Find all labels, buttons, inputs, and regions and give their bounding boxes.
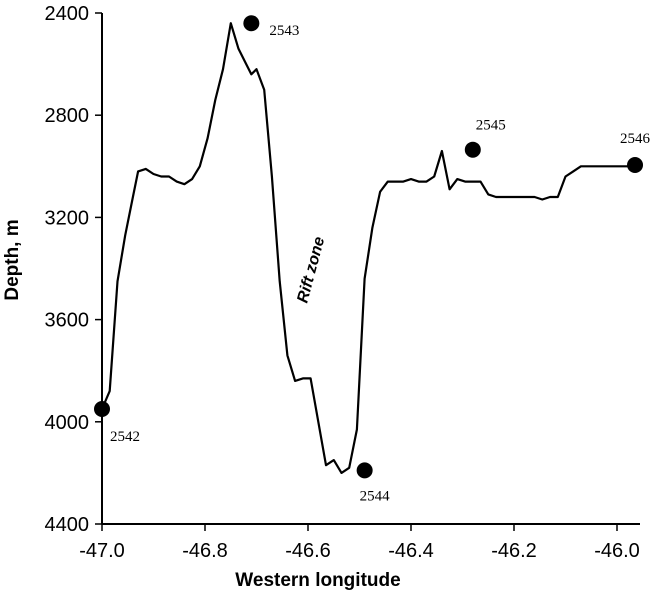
station-marker-2542	[94, 401, 110, 418]
x-tick-label: -46.8	[182, 540, 228, 562]
x-tick-label: -47.0	[79, 540, 125, 562]
x-tick-label: -46.4	[388, 540, 434, 562]
y-tick-label: 2400	[45, 3, 90, 25]
station-marker-2545	[464, 141, 481, 158]
x-tick-label: -46.6	[285, 540, 331, 562]
y-axis-title: Depth, m	[2, 219, 23, 300]
depth-profile-line	[100, 22, 635, 474]
station-label-2544: 2544	[360, 488, 391, 504]
x-axis-ticks: -47.0 -46.8 -46.6 -46.4 -46.2 -46.0	[79, 524, 640, 562]
x-tick-label: -46.2	[491, 540, 537, 562]
y-tick-label: 2800	[45, 105, 90, 127]
x-axis-title: Western longitude	[235, 570, 400, 591]
y-axis-ticks: 2400 2800 3200 3600 4000 4400	[45, 3, 102, 536]
y-tick-label: 4400	[45, 514, 90, 536]
station-markers: 2542 2543 2544 2545 2546	[94, 15, 651, 504]
rift-zone-annotation: Rift zone	[294, 235, 328, 305]
y-tick-label: 3200	[45, 207, 90, 229]
station-marker-2543	[243, 15, 260, 32]
station-label-2542: 2542	[110, 429, 140, 445]
station-label-2543: 2543	[269, 23, 299, 39]
y-tick-label: 3600	[45, 310, 90, 332]
station-label-2546: 2546	[620, 131, 651, 147]
station-marker-2546	[627, 157, 644, 174]
y-tick-label: 4000	[45, 412, 90, 434]
station-label-2545: 2545	[476, 118, 506, 134]
station-marker-2544	[356, 462, 373, 479]
chart-annotations: Rift zone	[294, 235, 328, 305]
x-tick-label: -46.0	[594, 540, 640, 562]
